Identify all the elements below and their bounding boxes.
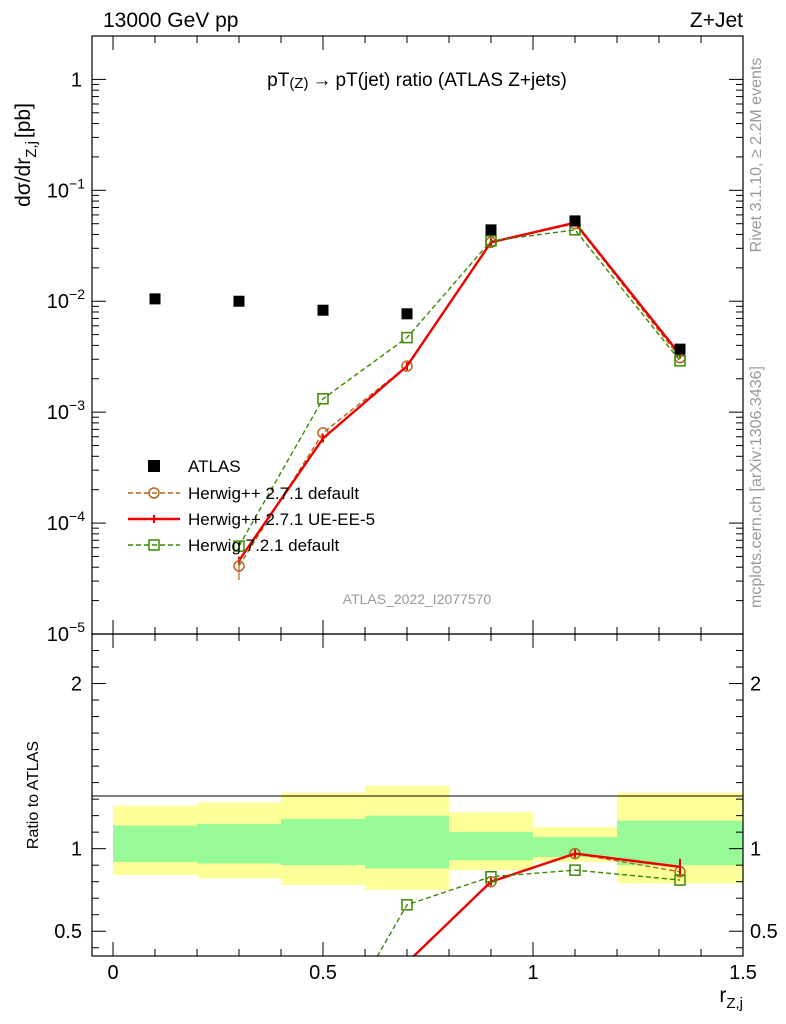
ratio-point-herwig-7-2-1-default	[569, 864, 581, 876]
ratio-line-herwig-7-2-1-default	[376, 869, 681, 956]
ratio-y-axis-label: Ratio to ATLAS	[25, 741, 42, 849]
x-axis-label: rZ,j	[719, 984, 743, 1012]
main-point-herwig-7-2-1-default	[233, 540, 245, 552]
ratio-panel: 0.5 0.5 1 1 2 2 0 0.5 1 1.5 Ratio to ATLAS rZ,j	[25, 633, 778, 1012]
main-panel: pT(Z) → pT(jet) ratio (ATLAS Z+jets) dσ/dr…	[12, 35, 744, 646]
ratio-y-tick-label-right: 0.5	[750, 921, 778, 943]
rivet-version-label: Rivet 3.1.10, ≥ 2.2M events	[748, 58, 765, 253]
ratio-line-herwig-2-7-1-ue-ee-5	[412, 852, 681, 956]
ratio-axis-ticks	[92, 634, 744, 956]
main-y-tick-label: 1	[71, 69, 82, 91]
x-tick-label: 0	[107, 962, 118, 984]
main-point-herwig-7-2-1-default	[401, 331, 413, 344]
main-point-atlas	[674, 343, 686, 355]
main-y-tick-label: 10−3	[47, 397, 85, 424]
legend-label-herwig-7-2-1-default: Herwig 7.2.1 default	[188, 536, 339, 555]
legend-marker-herwig-2-7-1-default	[148, 487, 160, 499]
main-line-herwig-7-2-1-default	[238, 229, 681, 547]
legend-marker-herwig-7-2-1-default	[148, 539, 160, 551]
ratio-band-inner	[281, 818, 365, 866]
main-point-atlas	[149, 293, 161, 305]
ratio-y-tick-label-left: 2	[71, 674, 82, 696]
ratio-uncertainty-bands	[113, 785, 743, 890]
ratio-y-tick-label-right: 2	[750, 674, 761, 696]
ratio-plot-frame	[91, 633, 744, 957]
ratio-point-herwig-7-2-1-default	[401, 899, 413, 911]
ratio-band-inner	[617, 820, 743, 866]
x-tick-label: 1.5	[729, 962, 757, 984]
header-energy-label: 13000 GeV pp	[103, 9, 238, 32]
main-point-herwig-7-2-1-default	[317, 393, 329, 405]
main-point-herwig-2-7-1-default	[401, 360, 413, 372]
main-y-tick-labels: 1 10−1 10−2 10−3 10−4 10−5	[47, 69, 85, 646]
main-point-herwig-7-2-1-default	[485, 235, 497, 247]
ratio-band-inner	[365, 815, 449, 869]
ratio-point-herwig-7-2-1-default	[674, 874, 686, 886]
ratio-y-tick-label-right: 1	[750, 839, 761, 861]
legend-label-atlas: ATLAS	[188, 457, 241, 476]
x-tick-label: 0.5	[309, 962, 337, 984]
x-tick-label: 1	[527, 962, 538, 984]
ratio-point-herwig-7-2-1-default	[485, 870, 497, 883]
legend-marker-atlas	[148, 460, 160, 472]
ratio-y-tick-label-left: 1	[71, 839, 82, 861]
main-axis-ticks	[92, 36, 744, 635]
ratio-band-inner	[197, 823, 281, 864]
main-point-atlas	[485, 224, 497, 236]
main-y-tick-label: 10−1	[47, 175, 85, 202]
main-series-group	[149, 215, 686, 581]
ratio-y-tick-label-left: 0.5	[54, 921, 82, 943]
main-y-tick-label: 10−2	[47, 286, 85, 313]
ratio-band-inner	[533, 837, 617, 857]
header-process-label: Z+Jet	[690, 9, 743, 32]
watermark-analysis-id: ATLAS_2022_I2077570	[343, 591, 492, 607]
legend: ATLAS Herwig++ 2.7.1 default Herwig++ 2.7.…	[128, 457, 375, 555]
main-point-atlas	[401, 308, 413, 320]
ratio-band-inner	[449, 832, 533, 861]
main-y-tick-label: 10−4	[47, 508, 85, 535]
mcplots-label: mcplots.cern.ch [arXiv:1306.3436]	[748, 366, 765, 608]
main-y-axis-label: dσ/drZ,j[pb]	[12, 103, 40, 207]
ratio-band-inner	[113, 825, 197, 862]
main-point-atlas	[317, 304, 329, 316]
main-point-atlas	[569, 215, 581, 227]
legend-label-herwig-2-7-1-ue-ee-5: Herwig++ 2.7.1 UE-EE-5	[188, 510, 375, 529]
main-y-tick-label: 10−5	[47, 619, 85, 646]
main-plot-title: pT(Z) → pT(jet) ratio (ATLAS Z+jets)	[267, 70, 567, 92]
legend-label-herwig-2-7-1-default: Herwig++ 2.7.1 default	[188, 484, 359, 503]
main-point-atlas	[233, 295, 245, 307]
ratio-series-group	[376, 847, 686, 956]
ratio-tick-labels: 0.5 0.5 1 1 2 2 0 0.5 1 1.5	[54, 674, 778, 984]
main-point-herwig-7-2-1-default	[674, 355, 686, 367]
main-line-herwig-2-7-1-ue-ee-5	[238, 221, 681, 562]
